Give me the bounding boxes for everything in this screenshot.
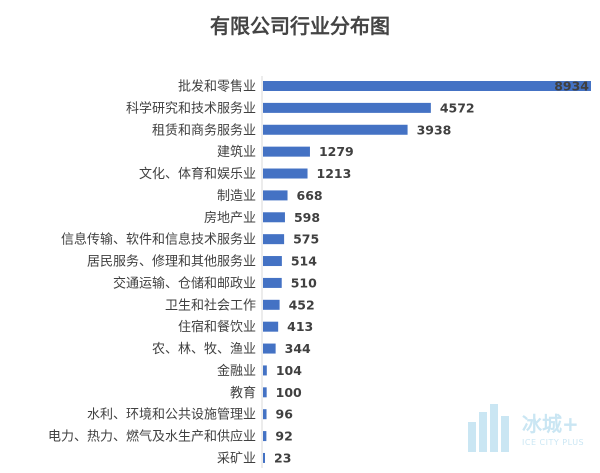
data-label: 575 [293,232,319,247]
category-label: 采矿业 [217,451,256,466]
category-label: 科学研究和技术服务业 [126,100,256,116]
data-label: 23 [274,450,291,465]
data-label: 4572 [440,100,475,115]
category-label: 金融业 [217,363,256,379]
bar [263,365,267,376]
bar [263,431,267,442]
bar [263,102,431,113]
bar [263,212,285,223]
bar [263,277,282,288]
bar [263,190,288,201]
bar [263,343,276,354]
watermark-logo: 冰城+ ICE CITY PLUS [466,400,596,460]
watermark-name: 冰城+ [522,412,579,436]
ice-city-logo-icon [468,404,509,452]
category-label: 卫生和社会工作 [165,297,256,313]
bar [263,168,308,179]
bar [263,409,267,420]
data-label: 8934 [554,79,589,94]
data-label: 92 [275,429,292,444]
category-label: 批发和零售业 [178,79,256,95]
bar [263,256,282,267]
data-label: 1279 [319,144,354,159]
category-label: 信息传输、软件和信息技术服务业 [61,232,256,248]
bar [263,124,408,135]
category-label: 教育 [230,385,256,401]
data-label: 514 [291,254,317,269]
bar [263,321,279,332]
category-label: 文化、体育和娱乐业 [139,166,256,182]
bar [263,299,280,310]
data-label: 104 [276,363,302,378]
data-label: 344 [285,341,311,356]
bar [263,387,267,398]
category-label: 电力、热力、燃气及水生产和供应业 [48,429,256,445]
data-label: 100 [276,385,302,400]
category-label: 租赁和商务服务业 [152,122,256,138]
bar [263,81,591,91]
category-label: 农、林、牧、渔业 [152,342,256,357]
data-label: 96 [276,407,294,422]
category-label: 房地产业 [204,210,256,226]
data-label: 668 [297,188,323,203]
bar [263,146,310,157]
category-label: 建筑业 [217,144,256,160]
data-label: 510 [291,275,317,290]
data-label: 413 [287,319,313,334]
category-label: 居民服务、修理和其他服务业 [87,254,256,270]
data-label: 452 [289,297,315,312]
category-label: 水利、环境和公共设施管理业 [87,408,256,423]
watermark-subtitle: ICE CITY PLUS [522,438,585,447]
data-label: 3938 [417,122,452,137]
data-label: 1213 [317,166,352,181]
data-label: 598 [294,210,320,225]
category-label: 住宿和餐饮业 [178,319,256,335]
chart-title: 有限公司行业分布图 [210,14,390,38]
bar [263,234,285,245]
category-label: 制造业 [217,189,256,204]
category-label: 交通运输、仓储和邮政业 [113,275,256,291]
bar [263,452,265,463]
